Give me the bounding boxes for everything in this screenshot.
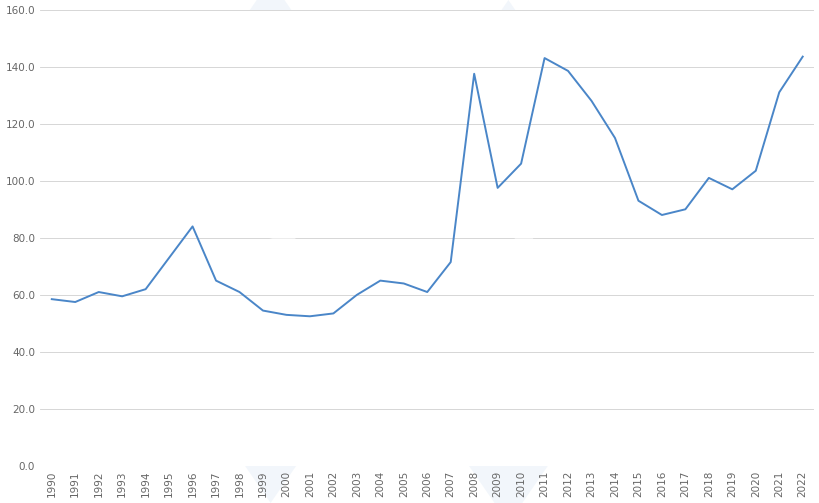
Text: 3: 3 bbox=[473, 213, 542, 310]
Text: 3: 3 bbox=[236, 193, 305, 290]
